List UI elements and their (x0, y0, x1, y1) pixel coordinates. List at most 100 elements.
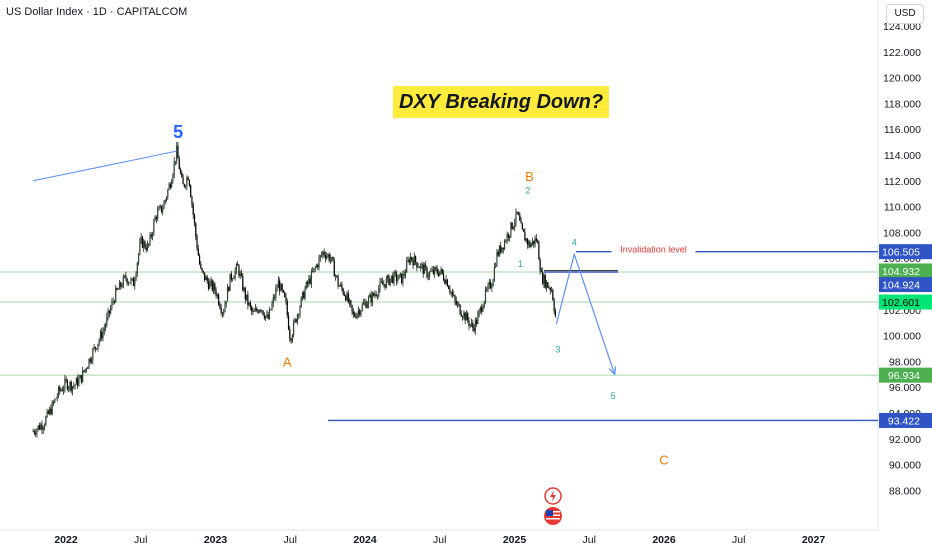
candle-body (529, 241, 531, 248)
candle-body (38, 425, 41, 430)
candle-body (460, 314, 462, 317)
candle-body (285, 296, 287, 302)
candle-body (328, 254, 330, 261)
candle-body (162, 208, 164, 212)
candle-body (237, 264, 239, 266)
x-tick-label: Jul (732, 534, 745, 546)
candle-body (492, 279, 494, 287)
candle-body (176, 145, 178, 161)
candle-body (137, 253, 140, 263)
candle-body (104, 324, 107, 329)
candle-body (350, 300, 352, 305)
candle-body (251, 306, 253, 312)
candle-body (286, 301, 288, 316)
candle-body (240, 273, 243, 277)
candle-body (439, 271, 441, 276)
price-tag (879, 277, 932, 293)
event-markers[interactable] (544, 487, 562, 525)
candle-body (43, 425, 46, 428)
candle-body (435, 267, 437, 269)
candle-body (548, 287, 550, 289)
candle-body (387, 275, 389, 279)
candle-body (453, 294, 455, 296)
candle-body (336, 275, 338, 277)
grid-layer (0, 0, 879, 531)
candle-body (277, 280, 279, 289)
candle-body (205, 276, 207, 280)
candle-body (177, 145, 179, 159)
candle-body (98, 339, 100, 344)
candle-body (528, 241, 530, 245)
candle-body (169, 184, 171, 188)
candle-body (515, 211, 517, 223)
candle-body (126, 278, 128, 284)
y-tick-label: 96.000 (889, 382, 921, 394)
candle-body (37, 425, 39, 430)
candle-body (542, 272, 544, 284)
earnings-event-icon[interactable] (544, 487, 562, 505)
symbol-title[interactable]: US Dollar Index · 1D · CAPITALCOM (6, 6, 188, 18)
candle-body (472, 322, 474, 328)
price-axis[interactable]: 88.00090.00092.00094.00096.00098.000100.… (879, 21, 932, 497)
candle-body (441, 269, 443, 274)
candle-body (536, 240, 539, 243)
candle-body (427, 276, 429, 278)
candle-body (36, 429, 38, 435)
candle-body (258, 310, 260, 313)
candle-body (406, 261, 408, 273)
y-tick-label: 120.000 (883, 73, 921, 85)
currency-button[interactable]: USD (886, 4, 924, 24)
candle-body (59, 387, 61, 391)
candle-body (136, 262, 138, 274)
candle-body (102, 331, 104, 339)
candle-body (206, 276, 208, 282)
candle-body (164, 199, 166, 203)
candle-body (202, 270, 204, 273)
candle-body (341, 284, 343, 289)
candle-body (345, 295, 347, 301)
y-tick-label: 90.000 (889, 460, 921, 472)
candle-body (531, 240, 534, 244)
candle-body (69, 381, 71, 388)
candle-body (384, 284, 386, 288)
candle-body (352, 311, 354, 314)
candle-body (167, 189, 169, 198)
candle-body (54, 399, 56, 403)
candle-body (75, 378, 77, 385)
price-tag (879, 412, 932, 428)
candlestick-series (32, 141, 556, 438)
x-tick-label: 2027 (802, 534, 826, 546)
candle-body (383, 284, 385, 285)
candle-body (145, 247, 147, 251)
candle-body (554, 311, 556, 317)
candle-body (409, 256, 412, 263)
wave-label: B (525, 169, 534, 184)
invalidation-label: Invalidation level (620, 244, 687, 254)
time-axis[interactable]: 2022 Jul 2023 Jul 2024 Jul 2025 Jul 2026 Jul 2027 (54, 534, 825, 546)
candle-body (63, 388, 65, 391)
candle-body (234, 270, 236, 278)
candle-body (375, 294, 377, 296)
candle-body (425, 264, 427, 268)
candle-body (210, 280, 212, 283)
candle-body (495, 266, 497, 267)
candle-body (319, 255, 321, 258)
x-tick-label: 2024 (353, 534, 377, 546)
us-flag-event-icon[interactable] (544, 507, 562, 525)
candle-body (248, 302, 250, 306)
candle-body (478, 310, 480, 315)
candle-body (431, 269, 433, 272)
wave-label: 2 (525, 186, 530, 196)
candle-body (282, 290, 285, 293)
price-tag (879, 367, 932, 383)
candle-body (390, 275, 393, 279)
candle-body (503, 240, 506, 250)
candle-body (226, 286, 229, 302)
y-tick-label: 100.000 (883, 331, 921, 343)
candle-body (545, 282, 548, 288)
candle-body (421, 264, 423, 265)
candle-body (445, 279, 447, 284)
candle-body (179, 169, 182, 174)
candle-body (74, 384, 76, 387)
